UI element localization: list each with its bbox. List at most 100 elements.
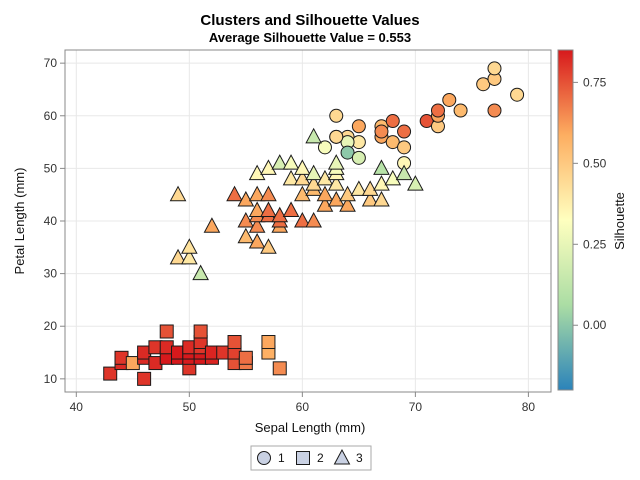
cluster-3-point	[260, 201, 277, 217]
x-tick-label: 60	[296, 400, 310, 414]
cluster-3-point	[305, 127, 322, 144]
cluster-3-point	[271, 206, 289, 223]
cluster-3-point	[248, 185, 266, 202]
cluster-3-point	[282, 201, 300, 217]
y-tick-label: 50	[44, 161, 58, 175]
cluster-3-point	[305, 211, 322, 228]
legend-circle-icon	[257, 451, 271, 465]
cluster-3-point	[192, 264, 209, 281]
y-tick-label: 70	[44, 56, 58, 70]
y-tick-label: 10	[44, 372, 58, 386]
cluster-3-point	[282, 154, 300, 170]
cluster-3-point	[373, 159, 390, 175]
cluster-3-point	[248, 217, 266, 233]
legend-square-icon	[296, 451, 310, 465]
y-axis-ticks: 10 20 30 40 50 60 70	[44, 56, 65, 386]
y-tick-label: 30	[44, 267, 58, 281]
y-tick-label: 60	[44, 109, 58, 123]
colorbar-label: Silhouette	[612, 192, 627, 250]
cluster-3-point	[237, 211, 255, 228]
y-tick-label: 20	[44, 319, 58, 333]
x-tick-label: 50	[183, 400, 197, 414]
cluster-1-point	[510, 87, 525, 102]
colorbar-tick-label: 0.00	[583, 318, 607, 332]
cluster-3-point	[294, 169, 311, 186]
legend-triangle-icon	[333, 448, 351, 465]
cluster-3-point	[316, 169, 334, 186]
cluster-3-point	[180, 248, 198, 265]
cluster-3-point	[180, 238, 198, 254]
cluster-2-point	[227, 335, 242, 350]
cluster-2-point	[193, 324, 208, 339]
cluster-3-point	[237, 227, 255, 244]
cluster-3-point	[361, 190, 379, 207]
cluster-3-point	[203, 217, 221, 233]
cluster-3-point	[169, 248, 187, 265]
cluster-3-point	[248, 201, 266, 217]
cluster-3-point	[384, 169, 402, 186]
cluster-3-point	[350, 180, 368, 196]
cluster-3-point	[260, 159, 277, 175]
cluster-3-point	[271, 154, 289, 170]
cluster-3-point	[294, 211, 311, 228]
cluster-1-point	[385, 114, 400, 129]
cluster-1-point	[351, 119, 366, 134]
cluster-1-point	[487, 61, 502, 76]
cluster-3-point	[339, 185, 356, 202]
cluster-1-point	[430, 103, 445, 118]
cluster-3-point	[395, 164, 413, 181]
cluster-3-point	[361, 180, 379, 196]
cluster-3-point	[226, 185, 243, 202]
cluster-3-point	[407, 175, 424, 191]
cluster-3-point	[248, 164, 266, 181]
colorbar	[557, 49, 574, 391]
cluster-3-point	[305, 175, 322, 191]
x-axis-label: Sepal Length (mm)	[255, 420, 366, 435]
cluster-1-point	[385, 135, 400, 150]
legend-label: 1	[278, 451, 285, 465]
colorbar-tick-label: 0.75	[583, 75, 607, 89]
colorbar-tick-label: 0.25	[583, 237, 607, 251]
cluster-1-point	[487, 103, 502, 118]
cluster-3-point	[294, 185, 311, 202]
cluster-3-point	[237, 190, 255, 207]
data-points	[103, 61, 525, 386]
grid	[65, 50, 551, 392]
cluster-1-point	[329, 108, 344, 123]
cluster-3-point	[327, 190, 345, 207]
cluster-1-point	[453, 103, 468, 118]
cluster-3-point	[282, 169, 300, 186]
y-axis-label: Petal Length (mm)	[12, 168, 27, 275]
cluster-1-point	[419, 114, 434, 129]
cluster-2-point	[159, 324, 174, 339]
cluster-3-point	[260, 238, 277, 254]
cluster-3-point	[373, 175, 390, 191]
x-tick-label: 80	[522, 400, 536, 414]
cluster-1-point	[351, 150, 366, 165]
cluster-2-point	[103, 366, 118, 381]
cluster-1-point	[340, 145, 355, 160]
cluster-1-point	[374, 124, 389, 139]
chart-subtitle: Average Silhouette Value = 0.553	[209, 30, 411, 45]
cluster-1-point	[397, 140, 412, 155]
colorbar-tick-label: 0.50	[583, 156, 607, 170]
cluster-2-point	[238, 350, 253, 365]
legend-label: 3	[356, 451, 363, 465]
cluster-1-point	[397, 124, 412, 139]
x-tick-label: 40	[70, 400, 84, 414]
cluster-1-point	[329, 129, 344, 144]
legend-label: 2	[317, 451, 324, 465]
y-tick-label: 40	[44, 214, 58, 228]
cluster-2-point	[261, 335, 276, 350]
cluster-3-point	[316, 196, 334, 212]
cluster-3-point	[248, 232, 266, 249]
cluster-3-point	[327, 154, 345, 170]
cluster-3-point	[305, 164, 322, 181]
cluster-3-point	[260, 185, 277, 202]
x-tick-label: 70	[409, 400, 423, 414]
legend: 1 2 3	[257, 448, 363, 465]
cluster-1-point	[317, 140, 332, 155]
cluster-3-point	[339, 196, 356, 212]
chart-title: Clusters and Silhouette Values	[200, 12, 419, 29]
